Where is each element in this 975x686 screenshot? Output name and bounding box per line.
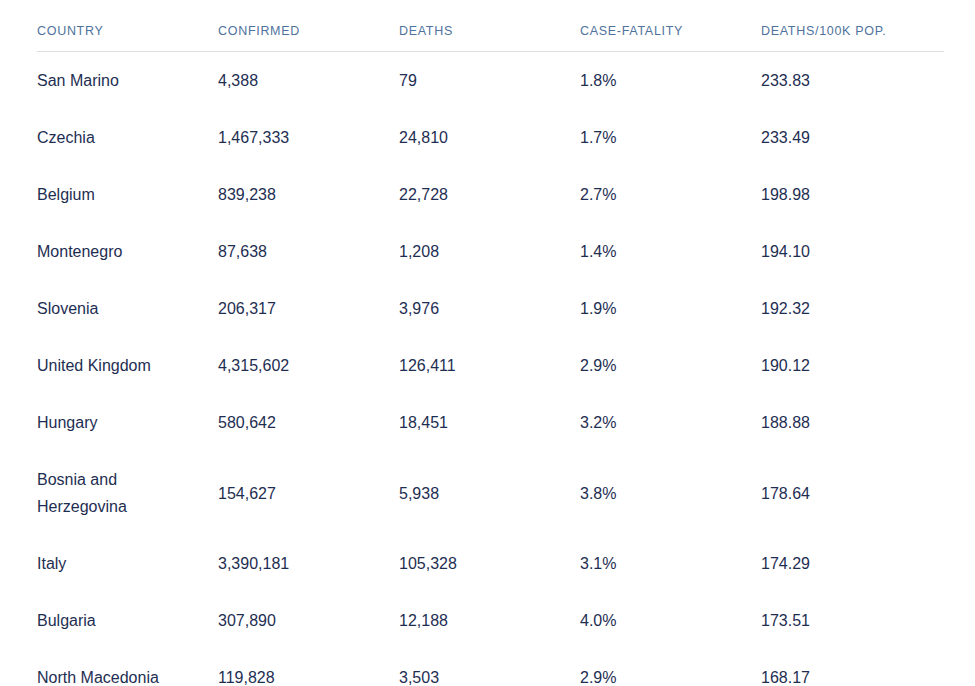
cell-country: North Macedonia bbox=[37, 649, 218, 686]
cell-deaths: 22,728 bbox=[399, 166, 580, 223]
cell-country: Bosnia and Herzegovina bbox=[37, 451, 218, 535]
cell-deaths-100k: 198.98 bbox=[761, 166, 944, 223]
cell-deaths: 3,503 bbox=[399, 649, 580, 686]
cell-country: Slovenia bbox=[37, 280, 218, 337]
cell-deaths-100k: 233.49 bbox=[761, 109, 944, 166]
column-header-confirmed: CONFIRMED bbox=[218, 0, 399, 52]
column-header-deaths-100k: DEATHS/100K POP. bbox=[761, 0, 944, 52]
cell-confirmed: 87,638 bbox=[218, 223, 399, 280]
cell-case-fatality: 1.7% bbox=[580, 109, 761, 166]
table-row: Czechia 1,467,333 24,810 1.7% 233.49 bbox=[37, 109, 944, 166]
cell-deaths: 3,976 bbox=[399, 280, 580, 337]
cell-confirmed: 3,390,181 bbox=[218, 535, 399, 592]
cell-confirmed: 4,388 bbox=[218, 52, 399, 110]
cell-deaths-100k: 233.83 bbox=[761, 52, 944, 110]
cell-case-fatality: 1.8% bbox=[580, 52, 761, 110]
table-row: Bulgaria 307,890 12,188 4.0% 173.51 bbox=[37, 592, 944, 649]
cell-case-fatality: 3.1% bbox=[580, 535, 761, 592]
column-header-deaths: DEATHS bbox=[399, 0, 580, 52]
cell-country: Hungary bbox=[37, 394, 218, 451]
column-header-country: COUNTRY bbox=[37, 0, 218, 52]
cell-country: San Marino bbox=[37, 52, 218, 110]
cell-case-fatality: 1.9% bbox=[580, 280, 761, 337]
cell-case-fatality: 2.9% bbox=[580, 649, 761, 686]
cell-deaths-100k: 188.88 bbox=[761, 394, 944, 451]
cell-confirmed: 839,238 bbox=[218, 166, 399, 223]
column-header-case-fatality: CASE-FATALITY bbox=[580, 0, 761, 52]
cell-confirmed: 4,315,602 bbox=[218, 337, 399, 394]
cell-confirmed: 119,828 bbox=[218, 649, 399, 686]
table-row: Bosnia and Herzegovina 154,627 5,938 3.8… bbox=[37, 451, 944, 535]
cell-case-fatality: 4.0% bbox=[580, 592, 761, 649]
cell-deaths-100k: 178.64 bbox=[761, 451, 944, 535]
cell-deaths-100k: 168.17 bbox=[761, 649, 944, 686]
cell-confirmed: 307,890 bbox=[218, 592, 399, 649]
cell-case-fatality: 2.9% bbox=[580, 337, 761, 394]
cell-confirmed: 1,467,333 bbox=[218, 109, 399, 166]
cell-deaths: 5,938 bbox=[399, 451, 580, 535]
table-row: North Macedonia 119,828 3,503 2.9% 168.1… bbox=[37, 649, 944, 686]
cell-deaths-100k: 173.51 bbox=[761, 592, 944, 649]
cell-country: Bulgaria bbox=[37, 592, 218, 649]
cell-deaths-100k: 194.10 bbox=[761, 223, 944, 280]
cell-case-fatality: 3.8% bbox=[580, 451, 761, 535]
cell-confirmed: 206,317 bbox=[218, 280, 399, 337]
table-row: San Marino 4,388 79 1.8% 233.83 bbox=[37, 52, 944, 110]
cell-deaths: 79 bbox=[399, 52, 580, 110]
cell-country: United Kingdom bbox=[37, 337, 218, 394]
cell-confirmed: 580,642 bbox=[218, 394, 399, 451]
cell-deaths: 12,188 bbox=[399, 592, 580, 649]
cell-case-fatality: 3.2% bbox=[580, 394, 761, 451]
cell-country: Belgium bbox=[37, 166, 218, 223]
cell-country: Italy bbox=[37, 535, 218, 592]
cell-deaths: 18,451 bbox=[399, 394, 580, 451]
cell-deaths: 126,411 bbox=[399, 337, 580, 394]
cell-deaths: 24,810 bbox=[399, 109, 580, 166]
covid-mortality-table: COUNTRY CONFIRMED DEATHS CASE-FATALITY D… bbox=[37, 0, 944, 686]
cell-deaths-100k: 190.12 bbox=[761, 337, 944, 394]
table-row: Hungary 580,642 18,451 3.2% 188.88 bbox=[37, 394, 944, 451]
table-row: United Kingdom 4,315,602 126,411 2.9% 19… bbox=[37, 337, 944, 394]
table-row: Montenegro 87,638 1,208 1.4% 194.10 bbox=[37, 223, 944, 280]
cell-confirmed: 154,627 bbox=[218, 451, 399, 535]
cell-country: Czechia bbox=[37, 109, 218, 166]
cell-deaths: 105,328 bbox=[399, 535, 580, 592]
cell-deaths: 1,208 bbox=[399, 223, 580, 280]
cell-deaths-100k: 174.29 bbox=[761, 535, 944, 592]
cell-country: Montenegro bbox=[37, 223, 218, 280]
table-row: Italy 3,390,181 105,328 3.1% 174.29 bbox=[37, 535, 944, 592]
table-row: Slovenia 206,317 3,976 1.9% 192.32 bbox=[37, 280, 944, 337]
cell-case-fatality: 2.7% bbox=[580, 166, 761, 223]
cell-deaths-100k: 192.32 bbox=[761, 280, 944, 337]
mortality-table-page: COUNTRY CONFIRMED DEATHS CASE-FATALITY D… bbox=[0, 0, 975, 686]
table-header-row: COUNTRY CONFIRMED DEATHS CASE-FATALITY D… bbox=[37, 0, 944, 52]
cell-case-fatality: 1.4% bbox=[580, 223, 761, 280]
table-row: Belgium 839,238 22,728 2.7% 198.98 bbox=[37, 166, 944, 223]
